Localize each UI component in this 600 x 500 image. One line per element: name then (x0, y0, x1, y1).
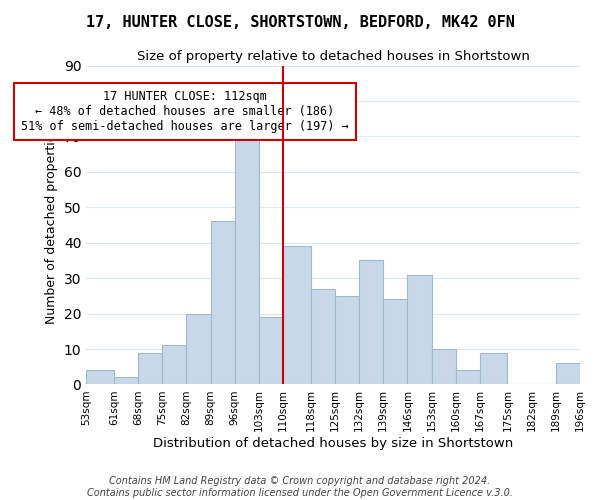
Text: 17 HUNTER CLOSE: 112sqm
← 48% of detached houses are smaller (186)
51% of semi-d: 17 HUNTER CLOSE: 112sqm ← 48% of detache… (21, 90, 349, 134)
X-axis label: Distribution of detached houses by size in Shortstown: Distribution of detached houses by size … (153, 437, 513, 450)
Bar (162, 346, 187, 385)
Text: 17, HUNTER CLOSE, SHORTSTOWN, BEDFORD, MK42 0FN: 17, HUNTER CLOSE, SHORTSTOWN, BEDFORD, M… (86, 15, 514, 30)
Bar (480, 352, 508, 384)
Bar (211, 222, 235, 384)
Bar (283, 246, 311, 384)
Title: Size of property relative to detached houses in Shortstown: Size of property relative to detached ho… (137, 50, 530, 63)
Bar (235, 126, 259, 384)
Bar (311, 289, 335, 384)
Bar (556, 363, 580, 384)
Bar (114, 378, 138, 384)
Bar (187, 314, 211, 384)
Bar (335, 296, 359, 384)
Bar (383, 300, 407, 384)
Bar (138, 352, 162, 384)
Bar (259, 317, 283, 384)
Bar (407, 274, 431, 384)
Bar (455, 370, 480, 384)
Text: Contains HM Land Registry data © Crown copyright and database right 2024.
Contai: Contains HM Land Registry data © Crown c… (87, 476, 513, 498)
Bar (86, 370, 114, 384)
Bar (359, 260, 383, 384)
Bar (431, 349, 455, 384)
Y-axis label: Number of detached properties: Number of detached properties (45, 126, 58, 324)
